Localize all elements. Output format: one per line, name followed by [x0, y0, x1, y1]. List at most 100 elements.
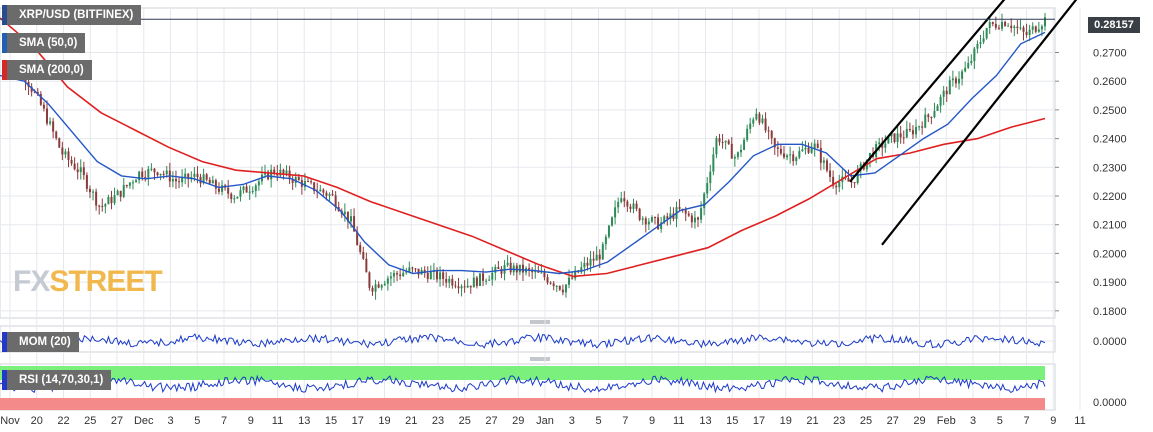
candle-body — [174, 178, 177, 182]
candle-body — [52, 121, 55, 132]
candle-body — [718, 138, 721, 143]
sma200-label[interactable]: SMA (200,0) — [2, 60, 92, 80]
candle-body — [346, 211, 349, 222]
candle-body — [1013, 26, 1016, 29]
candle-body — [521, 264, 524, 273]
candle-body — [110, 196, 113, 204]
candle-body — [122, 185, 125, 197]
candle-body — [313, 182, 316, 192]
x-tick-label: 20 — [31, 415, 43, 427]
sma200-line — [0, 17, 1046, 278]
candle-body — [1004, 21, 1007, 26]
candle-body — [700, 208, 703, 220]
candle-body — [798, 151, 801, 158]
candle-body — [199, 176, 202, 184]
candle-body — [36, 91, 39, 94]
candle-body — [736, 152, 739, 158]
candle-body — [942, 90, 945, 97]
candle-body — [365, 258, 368, 273]
rsi-overbought-band — [0, 366, 1045, 380]
candle-body — [638, 208, 641, 220]
candle-body — [245, 186, 248, 193]
x-tick-label: 7 — [622, 415, 628, 427]
candle-body — [518, 264, 521, 273]
candle-body — [85, 175, 88, 189]
candle-body — [1016, 26, 1019, 29]
candle-body — [221, 185, 224, 192]
candle-body — [144, 177, 147, 179]
candle-body — [1025, 31, 1028, 35]
candle-body — [733, 157, 736, 159]
candle-body — [782, 153, 785, 158]
candle-body — [368, 272, 371, 288]
candle-body — [614, 207, 617, 218]
candle-body — [730, 143, 733, 159]
mom-label[interactable]: MOM (20) — [2, 332, 79, 352]
x-tick-label: Nov — [0, 415, 20, 427]
candle-body — [353, 216, 356, 232]
candle-body — [88, 188, 91, 193]
candle-body — [488, 279, 491, 281]
candle-body — [442, 272, 445, 279]
candle-body — [804, 147, 807, 150]
x-tick-label: 3 — [167, 415, 173, 427]
candle-body — [1034, 26, 1037, 32]
candle-body — [273, 169, 276, 173]
candle-body — [242, 186, 245, 191]
candle-body — [611, 217, 614, 226]
candle-body — [964, 67, 967, 72]
candle-body — [761, 118, 764, 123]
symbol-label[interactable]: XRP/USD (BITFINEX) — [2, 5, 142, 25]
y-tick-label: 0.2000 — [1093, 248, 1127, 260]
candle-body — [377, 284, 380, 288]
candle-body — [927, 114, 930, 117]
x-tick-label: 9 — [1050, 415, 1056, 427]
candle-body — [933, 110, 936, 118]
mom-zero-label: 0.0000 — [1093, 336, 1127, 348]
x-tick-label: 9 — [248, 415, 254, 427]
candle-body — [70, 159, 73, 164]
candle-body — [107, 196, 110, 205]
candle-body — [76, 169, 79, 173]
x-tick-label: 17 — [352, 415, 364, 427]
candle-body — [202, 174, 205, 184]
candle-body — [764, 118, 767, 131]
candle-body — [859, 163, 862, 171]
candle-body — [279, 169, 282, 176]
candle-body — [825, 160, 828, 171]
candle-body — [325, 192, 328, 196]
candle-body — [92, 191, 95, 193]
x-tick-label: 5 — [194, 415, 200, 427]
candle-body — [961, 71, 964, 79]
candle-body — [991, 22, 994, 24]
sma50-label[interactable]: SMA (50,0) — [2, 33, 86, 53]
candle-body — [979, 42, 982, 44]
candle-body — [451, 278, 454, 286]
candle-body — [887, 136, 890, 144]
x-tick-label: 23 — [833, 415, 845, 427]
candle-body — [334, 195, 337, 208]
candle-body — [838, 181, 841, 188]
candle-body — [902, 137, 905, 139]
candle-body — [697, 217, 699, 220]
candle-body — [205, 174, 208, 180]
candle-body — [491, 272, 494, 280]
candle-body — [568, 277, 571, 285]
candle-body — [1040, 26, 1043, 30]
x-tick-label: 15 — [325, 415, 337, 427]
candle-body — [328, 194, 331, 196]
candle-body — [439, 272, 442, 280]
watermark-street: STREET — [49, 265, 162, 298]
candle-body — [537, 270, 540, 273]
sma50-line — [0, 31, 1046, 275]
candle-body — [982, 38, 985, 43]
candle-body — [125, 185, 128, 187]
x-tick-label: 7 — [1023, 415, 1029, 427]
candle-body — [988, 22, 991, 28]
x-tick-label: 22 — [57, 415, 69, 427]
rsi-label[interactable]: RSI (14,70,30,1) — [2, 370, 112, 390]
candle-body — [715, 138, 718, 155]
candle-body — [693, 217, 696, 223]
candle-body — [254, 185, 257, 192]
x-tick-label: Dec — [134, 415, 154, 427]
